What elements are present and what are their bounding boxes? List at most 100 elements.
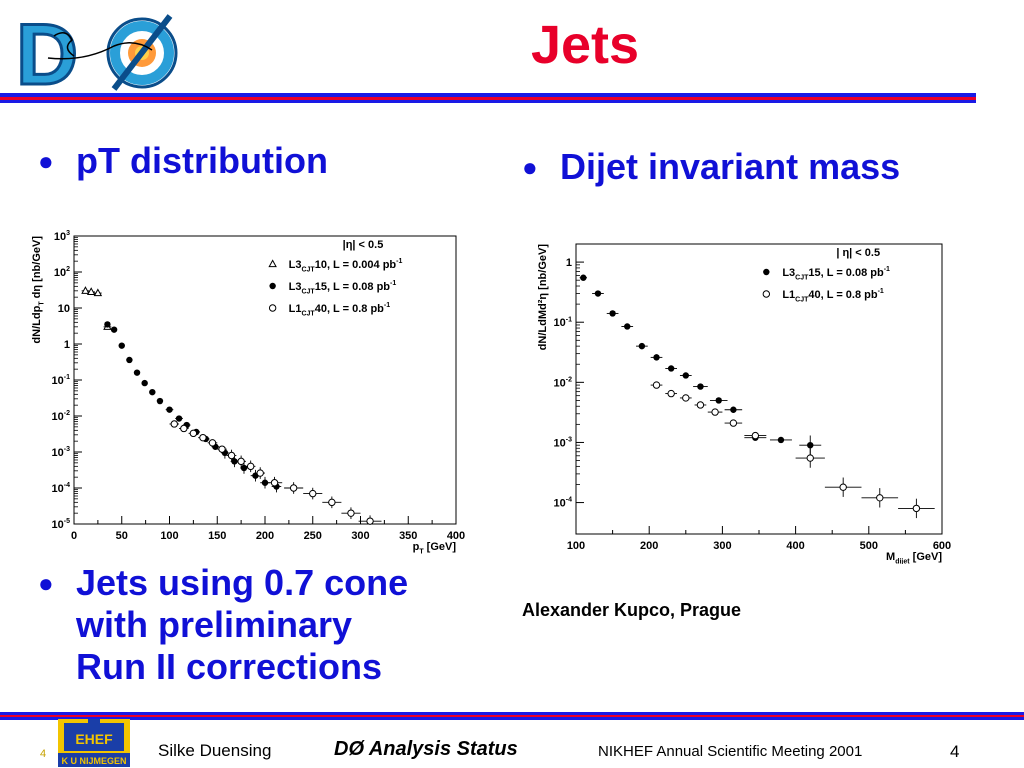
x-tick-label: 150 <box>208 530 226 542</box>
y-tick-label: 103​ <box>54 230 70 243</box>
y-axis-label: dN/LdMd²η [nb/GeV] <box>537 244 549 351</box>
legend-marker <box>762 290 771 298</box>
bullet-dijet-text: Dijet invariant mass <box>560 146 901 187</box>
data-point <box>189 429 198 438</box>
legend-entry: L3CJT​10, L = 0.004 pb-1​ <box>289 258 403 273</box>
nikhef-logo: EHEF K U NIJMEGEN <box>58 719 130 767</box>
data-point <box>256 469 264 477</box>
data-point <box>876 494 884 502</box>
data-point <box>652 381 661 389</box>
y-tick-label: 10-3​ <box>52 446 71 459</box>
x-tick-label: 300 <box>351 530 369 542</box>
data-point <box>594 290 602 297</box>
y-tick-label: 10-1​ <box>52 374 71 387</box>
data-point <box>199 433 207 442</box>
x-tick-label: 400 <box>786 540 804 552</box>
data-point <box>227 451 236 460</box>
data-point <box>667 365 675 372</box>
data-point <box>696 401 705 409</box>
data-point <box>751 431 760 440</box>
pt-distribution-chart: 0 50 100 150 200 250 300 350 400 103​ 102​ 10 1 10-1​… <box>31 230 465 555</box>
y-tick-label: 10 <box>58 303 70 315</box>
data-point <box>366 517 374 525</box>
legend-entry: L1CJT​40, L = 0.8 pb-1​ <box>289 302 391 317</box>
x-tick-label: 100 <box>567 540 585 552</box>
y-tick-label: 1 <box>566 257 572 269</box>
data-point <box>93 288 103 297</box>
legend-marker <box>268 304 277 312</box>
series-circle-open <box>169 420 382 525</box>
x-axis-label: pT​ [GeV] <box>413 541 457 555</box>
bullet-dot: ● <box>38 568 54 598</box>
legend-entry: L1CJT​40, L = 0.8 pb-1​ <box>782 288 884 303</box>
y-tick-label: 10-2​ <box>554 376 573 389</box>
bullet-pt: ● pT distribution <box>38 140 468 184</box>
y-tick-label: 102​ <box>54 266 70 279</box>
x-tick-label: 600 <box>933 540 951 552</box>
data-point <box>149 388 156 396</box>
data-point <box>729 419 738 427</box>
footer-rule <box>0 712 1024 720</box>
data-point <box>270 479 279 487</box>
y-tick-label: 10-5​ <box>52 518 71 531</box>
data-point <box>166 406 173 413</box>
y-tick-label: 10-4​ <box>52 482 71 495</box>
data-point <box>156 397 164 405</box>
data-point <box>104 321 111 328</box>
bullet-jets-cone: ● Jets using 0.7 cone with preliminary R… <box>38 562 478 692</box>
dijet-mass-chart: 100 200 300 400 500 600 1 10-1​ 10-2​ 10-3​ 10-4​ M… <box>537 243 951 564</box>
data-point <box>638 342 646 350</box>
data-point <box>807 441 814 449</box>
data-point <box>133 369 141 376</box>
data-point <box>806 454 814 462</box>
data-point <box>711 408 719 416</box>
footer-page-number: 4 <box>950 742 960 761</box>
data-point <box>839 483 847 491</box>
header-rule <box>0 93 976 103</box>
y-axis-label: dN/LdpT​ dη [nb/GeV] <box>31 236 45 344</box>
plot-frame <box>73 235 457 525</box>
x-tick-label: 200 <box>640 540 658 552</box>
data-point <box>261 479 269 486</box>
data-point <box>580 274 587 281</box>
data-point <box>170 420 178 428</box>
x-tick-label: 0 <box>71 530 77 542</box>
data-point <box>730 406 737 413</box>
data-point <box>682 372 689 379</box>
data-point <box>667 389 675 398</box>
data-point <box>609 310 616 317</box>
plot-frame <box>575 243 943 535</box>
footer-title: DØ Analysis Status <box>334 738 518 760</box>
data-point <box>86 287 96 296</box>
y-tick-label: 1 <box>64 339 70 351</box>
slide-title: Jets <box>530 15 640 75</box>
data-point <box>697 383 704 390</box>
footer-meeting: NIKHEF Annual Scientific Meeting 2001 <box>598 743 863 760</box>
data-point <box>777 436 785 444</box>
nikhef-logo-text-top: EHEF <box>75 731 113 747</box>
data-point <box>141 379 148 387</box>
bullet-dot: ● <box>522 152 538 182</box>
legend-marker <box>763 268 770 276</box>
data-point <box>682 394 690 402</box>
data-point <box>347 509 355 517</box>
d0-logo: D <box>15 6 178 96</box>
bullet-jets-line-3: Run II corrections <box>76 646 383 687</box>
bullet-jets-line-2: with preliminary <box>76 604 353 645</box>
data-point <box>218 445 226 453</box>
footer-slide-number-small: 4 <box>40 748 47 760</box>
x-tick-label: 250 <box>304 530 322 542</box>
legend-entry: L3CJT​15, L = 0.08 pb-1​ <box>782 266 890 281</box>
y-tick-label: 10-4​ <box>554 497 573 510</box>
x-tick-label: 400 <box>447 530 465 542</box>
y-tick-label: 10-2​ <box>52 410 71 423</box>
data-point <box>240 464 248 472</box>
data-point <box>81 286 90 294</box>
data-point <box>289 484 298 492</box>
credit-text: Alexander Kupco, Prague <box>522 600 742 620</box>
bullet-pt-text: pT distribution <box>76 140 328 181</box>
nikhef-logo-text-bottom: K U NIJMEGEN <box>61 756 126 766</box>
bullet-dot: ● <box>38 146 54 176</box>
legend-marker <box>268 259 277 268</box>
x-tick-label: 200 <box>256 530 274 542</box>
